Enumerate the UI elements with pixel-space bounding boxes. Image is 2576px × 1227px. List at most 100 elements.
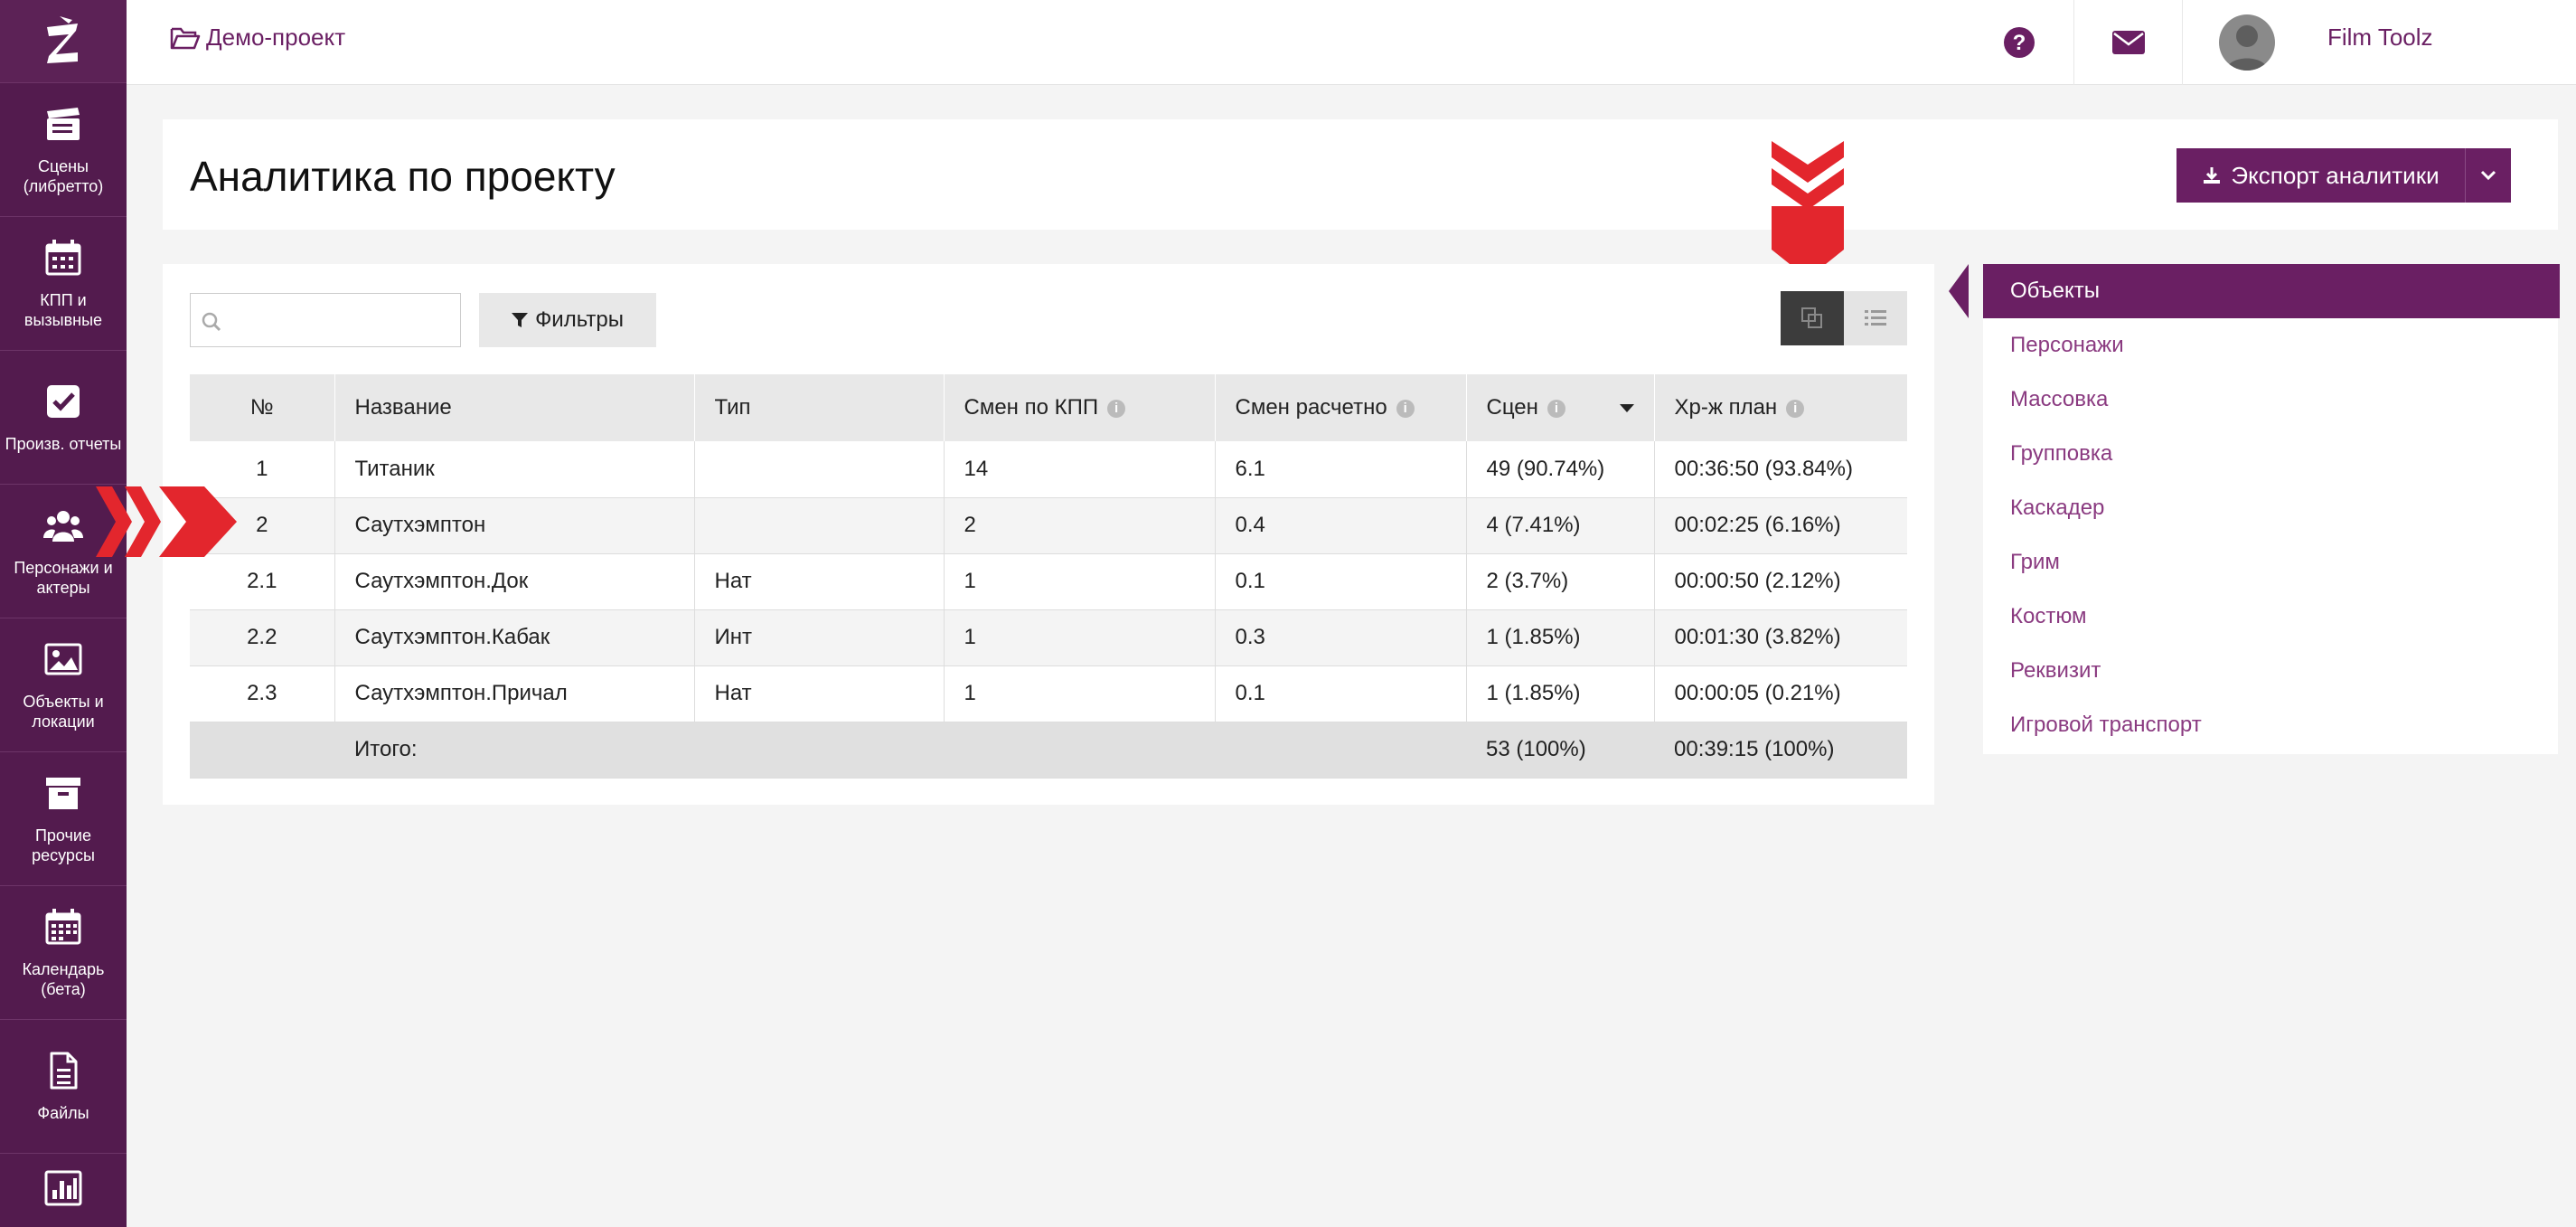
category-menu-item[interactable]: Групповка	[2010, 441, 2113, 466]
row-number: 2.1	[190, 553, 335, 610]
row-shifts-kpp: 1	[944, 609, 1216, 666]
row-timing: 00:00:05 (0.21%)	[1654, 665, 1907, 722]
analytics-table: № Название Тип Смен по КПП i Смен расчетн…	[190, 374, 1907, 779]
category-menu-item[interactable]: Игровой транспорт	[2010, 713, 2202, 737]
row-shifts-calc: 0.4	[1215, 497, 1467, 554]
user-menu[interactable]: Film Toolz	[2182, 0, 2576, 85]
filters-button[interactable]: Фильтры	[479, 293, 656, 347]
category-menu-item[interactable]: Массовка	[2010, 387, 2109, 411]
row-name: Титаник	[334, 441, 695, 498]
info-icon[interactable]: i	[1107, 399, 1126, 418]
row-timing: 00:36:50 (93.84%)	[1654, 441, 1907, 498]
category-menu-item[interactable]: Грим	[2010, 550, 2060, 574]
table-header-row: № Название Тип Смен по КПП i Смен расчетн…	[190, 374, 1907, 441]
column-header-number[interactable]: №	[190, 374, 335, 441]
column-label: Тип	[714, 395, 751, 420]
filters-label: Фильтры	[535, 307, 624, 332]
category-menu-item[interactable]: Реквизит	[2010, 658, 2101, 683]
row-name: Саутхэмптон.Док	[334, 553, 695, 610]
envelope-icon	[2111, 31, 2145, 54]
row-shifts-kpp: 2	[944, 497, 1216, 554]
red-chevrons-right-icon	[96, 486, 237, 557]
export-dropdown-toggle[interactable]	[2466, 148, 2511, 203]
table-row[interactable]: 2 Саутхэмптон 2 0.4 4 (7.41%) 00:02:25 (6.16%…	[190, 497, 1907, 554]
row-shifts-calc: 0.1	[1215, 553, 1467, 610]
sidebar-item-archive[interactable]: Прочие ресурсы	[0, 752, 127, 886]
search-box	[190, 293, 461, 347]
app-logo[interactable]	[0, 0, 127, 83]
sidebar-item-label: Произв. отчеты	[5, 434, 122, 453]
table-row[interactable]: 1 Титаник 14 6.1 49 (90.74%) 00:36:50 (93.84%…	[190, 441, 1907, 498]
row-timing: 00:01:30 (3.82%)	[1654, 609, 1907, 666]
table-row[interactable]: 2.1 Саутхэмптон.Док Нат 1 0.1 2 (3.7%) 00:00:5…	[190, 553, 1907, 610]
breadcrumb[interactable]: Демо-проект	[170, 24, 345, 52]
users-icon	[43, 510, 83, 542]
table-total-row: Итого: 53 (100%) 00:39:15 (100%)	[190, 722, 1907, 779]
checkbox-icon	[47, 384, 80, 418]
row-timing: 00:02:25 (6.16%)	[1654, 497, 1907, 554]
total-empty-cell	[190, 722, 334, 779]
row-shifts-kpp: 1	[944, 665, 1216, 722]
table-row[interactable]: 2.3 Саутхэмптон.Причал Нат 1 0.1 1 (1.85%) 00:…	[190, 665, 1907, 722]
question-circle-icon: ?	[2004, 27, 2035, 58]
help-button[interactable]: ?	[1965, 0, 2073, 85]
sidebar: Сцены (либретто) КПП и вызывные Произв. от…	[0, 0, 127, 1227]
red-chevrons-down-icon	[1772, 141, 1844, 278]
grouped-view-button[interactable]	[1781, 291, 1844, 345]
archive-icon	[46, 777, 80, 809]
filter-icon	[512, 313, 529, 327]
info-icon[interactable]: i	[1786, 399, 1805, 418]
sidebar-item-file[interactable]: Файлы	[0, 1020, 127, 1154]
row-name: Саутхэмптон	[334, 497, 695, 554]
row-scenes: 1 (1.85%)	[1466, 609, 1655, 666]
sidebar-item-bar-chart[interactable]	[0, 1154, 127, 1227]
export-button[interactable]: Экспорт аналитики	[2176, 148, 2466, 203]
messages-button[interactable]	[2073, 0, 2182, 85]
sidebar-item-label: Прочие ресурсы	[32, 826, 95, 864]
z-logo-icon	[47, 15, 78, 63]
column-header-scenes[interactable]: Сцен i	[1466, 374, 1655, 441]
user-name: Film Toolz	[2327, 24, 2433, 51]
table-row[interactable]: 2.2 Саутхэмптон.Кабак Инт 1 0.3 1 (1.85%) 00:0…	[190, 609, 1907, 666]
sidebar-item-clapperboard[interactable]: Сцены (либретто)	[0, 83, 127, 217]
page-title: Аналитика по проекту	[190, 153, 616, 200]
sort-desc-icon	[1619, 404, 1634, 412]
column-header-shifts-kpp[interactable]: Смен по КПП i	[944, 374, 1216, 441]
folder-open-icon	[170, 27, 201, 49]
clone-icon	[1801, 307, 1822, 328]
row-type: Инт	[694, 609, 945, 666]
list-view-button[interactable]	[1844, 291, 1907, 345]
info-icon[interactable]: i	[1396, 399, 1415, 418]
row-name: Саутхэмптон.Кабак	[334, 609, 695, 666]
sidebar-item-checkbox[interactable]: Произв. отчеты	[0, 351, 127, 485]
column-label: Смен расчетно	[1235, 395, 1387, 420]
row-type: Нат	[694, 665, 945, 722]
export-button-group: Экспорт аналитики	[2176, 148, 2511, 203]
category-menu-item[interactable]: Персонажи	[2010, 333, 2124, 357]
column-label: Смен по КПП	[964, 395, 1099, 420]
category-menu-item[interactable]: Костюм	[2010, 604, 2087, 628]
sidebar-item-label: Сцены (либретто)	[23, 156, 104, 195]
column-label: №	[249, 395, 274, 420]
project-name[interactable]: Демо-проект	[206, 24, 346, 51]
category-menu-item[interactable]: Каскадер	[2010, 496, 2105, 520]
calendar-grid-icon	[45, 908, 81, 944]
analytics-category-menu: Объекты Персонажи Массовка Групповка Каскаде…	[1949, 264, 2560, 754]
view-toggle	[1781, 291, 1907, 345]
sidebar-item-calendar[interactable]: КПП и вызывные	[0, 217, 127, 351]
row-type	[694, 441, 945, 498]
column-header-type[interactable]: Тип	[694, 374, 945, 441]
analytics-panel: Фильтры № Название Тип Сме	[163, 264, 1934, 805]
column-header-timing[interactable]: Хр-ж план i	[1654, 374, 1907, 441]
row-number: 2.2	[190, 609, 335, 666]
column-header-name[interactable]: Название	[334, 374, 695, 441]
info-icon[interactable]: i	[1547, 399, 1565, 418]
search-input[interactable]	[230, 301, 447, 339]
sidebar-item-image[interactable]: Объекты и локации	[0, 618, 127, 752]
sidebar-item-calendar-grid[interactable]: Календарь (бета)	[0, 886, 127, 1020]
sidebar-item-users[interactable]: Персонажи и актеры	[0, 485, 127, 618]
svg-text:?: ?	[2013, 31, 2026, 55]
category-menu-item[interactable]: Объекты	[1949, 264, 2560, 318]
row-type	[694, 497, 945, 554]
column-header-shifts-calc[interactable]: Смен расчетно i	[1215, 374, 1467, 441]
